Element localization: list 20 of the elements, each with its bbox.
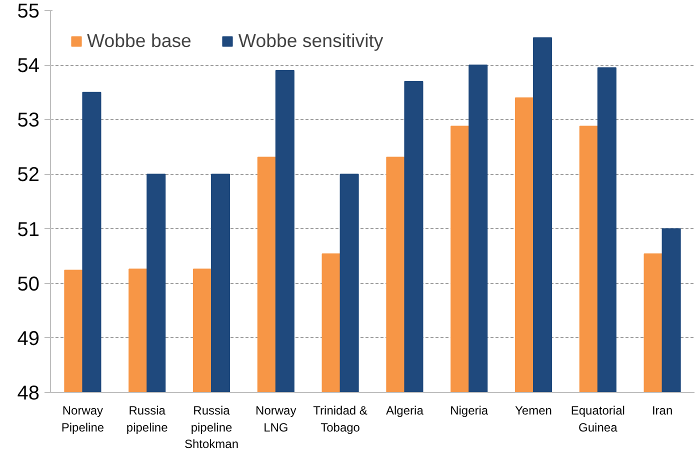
- x-tick-label: Yemen: [515, 404, 552, 418]
- x-tick-label: Norway LNG: [256, 404, 296, 434]
- x-tick-label: Iran: [652, 404, 673, 418]
- x-tick-label: Algeria: [386, 404, 424, 418]
- y-tick-label: 53: [17, 110, 40, 132]
- y-tick-label: 49: [17, 328, 40, 350]
- legend-label: Wobbe base: [87, 30, 192, 52]
- y-tick-label: 54: [17, 55, 40, 78]
- y-tick-label: 51: [17, 218, 40, 241]
- x-tick-label: Equatorial Guinea: [570, 404, 625, 434]
- y-tick-label: 55: [17, 0, 40, 22]
- legend-label: Wobbe sensitivity: [238, 30, 384, 52]
- y-tick-label: 52: [17, 164, 40, 186]
- x-tick-label: Russia pipeline Shtokman: [184, 404, 239, 452]
- x-tick-label: Norway Pipeline: [61, 404, 104, 434]
- y-tick-label: 50: [17, 273, 40, 296]
- x-tick-label: Trinidad & Tobago: [313, 404, 368, 434]
- y-tick-label: 48: [17, 382, 40, 404]
- x-tick-label: Nigeria: [450, 404, 488, 418]
- x-tick-label: Russia pipeline: [126, 404, 168, 434]
